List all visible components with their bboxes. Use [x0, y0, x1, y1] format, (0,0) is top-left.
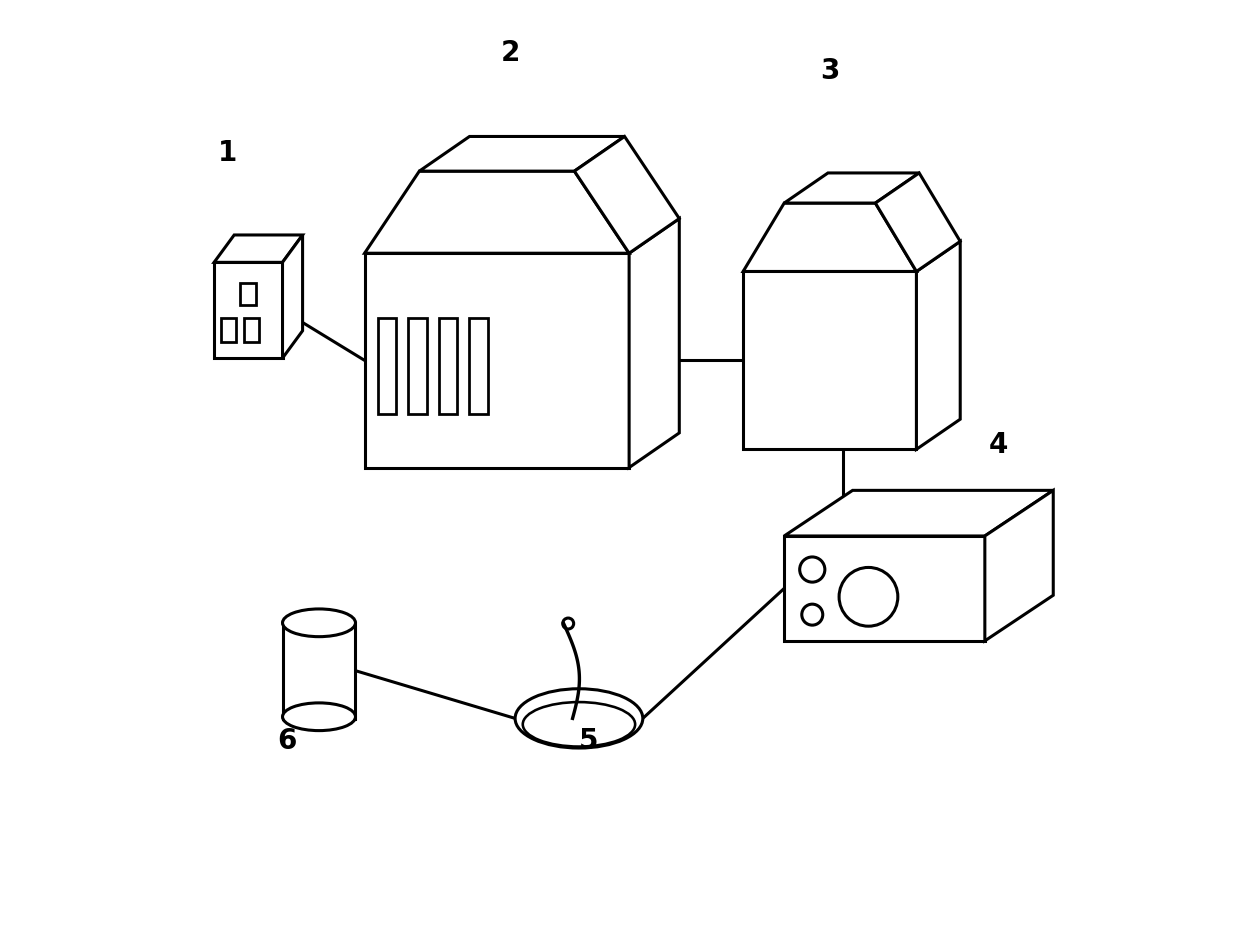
Text: 3: 3	[820, 56, 839, 85]
Polygon shape	[215, 262, 283, 358]
Bar	[439, 318, 458, 414]
Polygon shape	[875, 173, 960, 271]
Polygon shape	[743, 271, 916, 449]
Text: 4: 4	[988, 431, 1008, 458]
Polygon shape	[743, 242, 960, 271]
Polygon shape	[985, 491, 1053, 641]
Bar	[408, 318, 427, 414]
Ellipse shape	[515, 689, 642, 748]
Polygon shape	[916, 242, 960, 449]
Text: 1: 1	[218, 139, 237, 167]
Polygon shape	[743, 203, 916, 271]
Polygon shape	[215, 235, 303, 262]
Polygon shape	[574, 136, 680, 253]
Ellipse shape	[283, 703, 356, 731]
Polygon shape	[365, 253, 629, 468]
Bar	[378, 318, 397, 414]
Bar	[222, 318, 236, 342]
Polygon shape	[283, 235, 303, 358]
Bar	[469, 318, 487, 414]
Text: 2: 2	[501, 39, 521, 67]
Polygon shape	[784, 491, 1053, 536]
Polygon shape	[629, 219, 680, 468]
Polygon shape	[419, 136, 625, 171]
Text: 6: 6	[278, 727, 296, 756]
Polygon shape	[784, 536, 985, 641]
Bar	[244, 318, 259, 342]
Polygon shape	[365, 171, 629, 253]
Text: 5: 5	[578, 727, 598, 756]
Polygon shape	[365, 219, 680, 253]
Bar	[239, 283, 257, 306]
Polygon shape	[784, 173, 919, 203]
Bar	[283, 623, 356, 719]
Ellipse shape	[283, 609, 356, 637]
